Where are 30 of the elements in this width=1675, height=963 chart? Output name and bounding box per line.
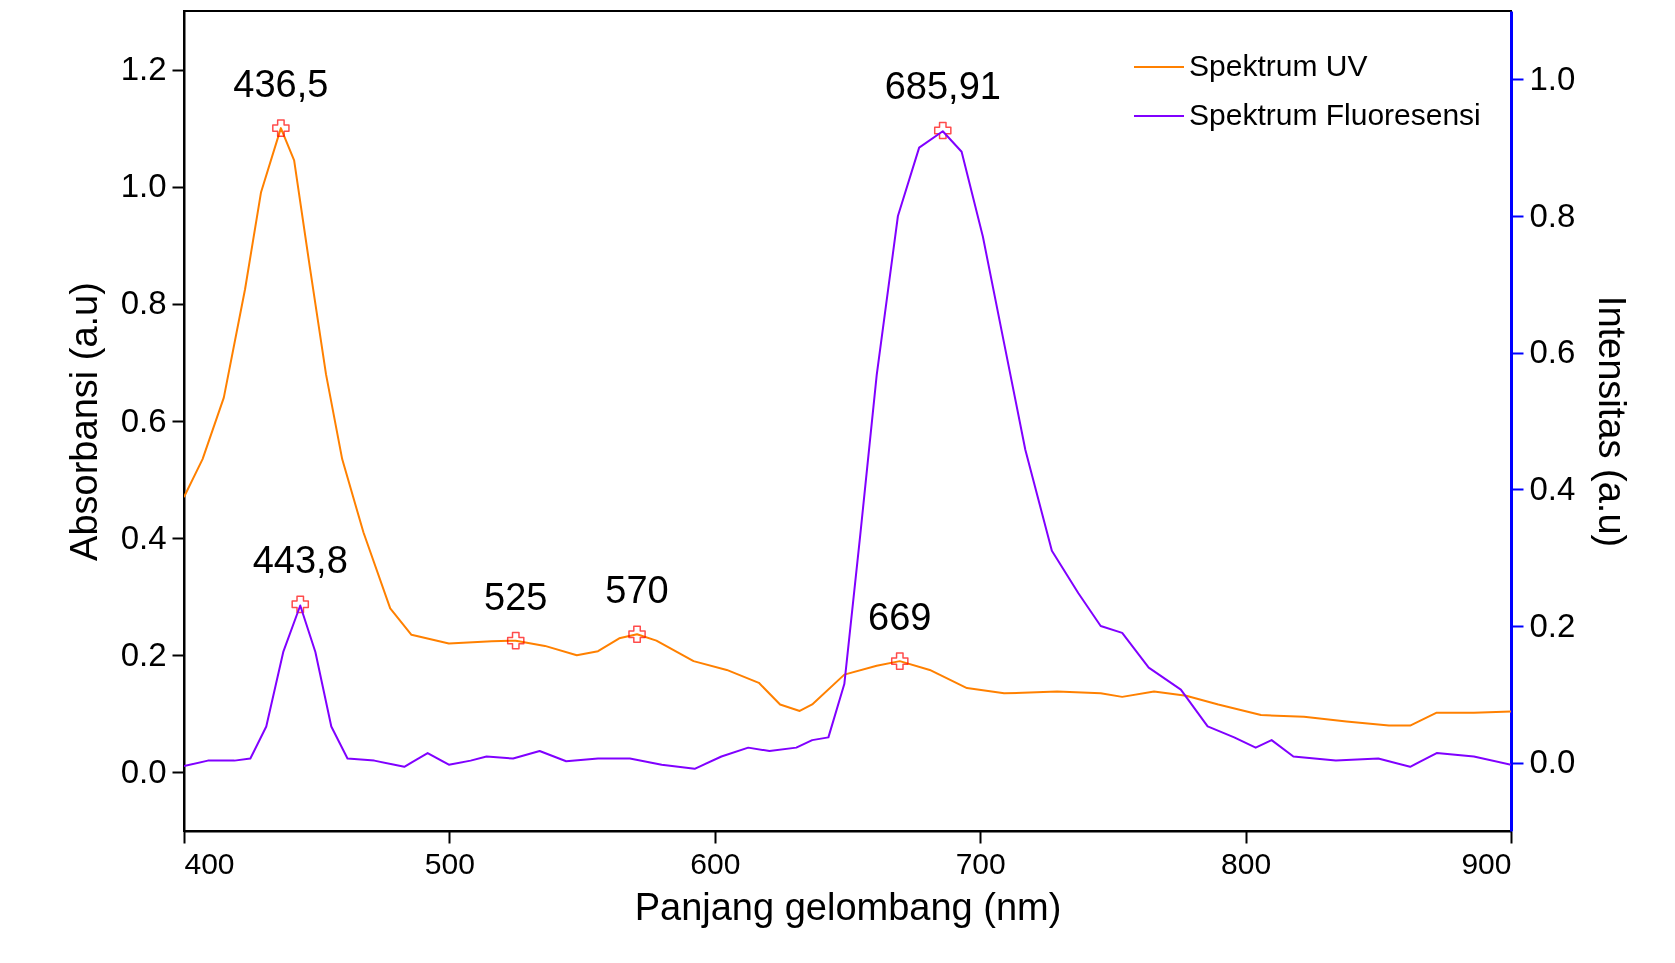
x-tick-label: 400 xyxy=(184,846,235,880)
legend-label: Spektrum Fluoresensi xyxy=(1189,98,1481,131)
annotation: 685,91 xyxy=(884,65,1001,108)
y-axis-title: Absorbansi (a.u) xyxy=(62,282,105,561)
y2-axis-title: Intensitas (a.u) xyxy=(1591,295,1634,548)
y2-tick-label: 0.6 xyxy=(1529,333,1576,371)
y-tick-label: 0.0 xyxy=(120,752,167,790)
y2-tick-label: 0.2 xyxy=(1529,606,1576,644)
x-axis-title: Panjang gelombang (nm) xyxy=(634,885,1062,928)
y-tick-label: 0.6 xyxy=(120,401,167,439)
x-tick-label: 800 xyxy=(1221,846,1272,880)
annotation: 443,8 xyxy=(252,539,348,582)
annotation: 669 xyxy=(868,596,932,639)
y-tick-label: 0.8 xyxy=(120,284,167,322)
y-tick-label: 1.0 xyxy=(120,167,167,205)
x-tick-label: 500 xyxy=(424,846,475,880)
y2-tick-label: 0.0 xyxy=(1529,743,1576,781)
y2-tick-label: 1.0 xyxy=(1529,59,1576,97)
y2-tick-label: 0.4 xyxy=(1529,469,1576,507)
x-tick-label: 700 xyxy=(955,846,1006,880)
y2-tick-label: 0.8 xyxy=(1529,196,1576,234)
y-tick-label: 1.2 xyxy=(120,50,167,88)
x-tick-label: 600 xyxy=(690,846,741,880)
y-tick-label: 0.4 xyxy=(120,518,167,556)
y-tick-label: 0.2 xyxy=(120,635,167,673)
annotation: 525 xyxy=(484,575,548,618)
annotation: 570 xyxy=(605,569,669,612)
annotation: 436,5 xyxy=(233,63,329,106)
x-tick-label: 900 xyxy=(1461,846,1512,880)
legend-label: Spektrum UV xyxy=(1189,49,1368,82)
